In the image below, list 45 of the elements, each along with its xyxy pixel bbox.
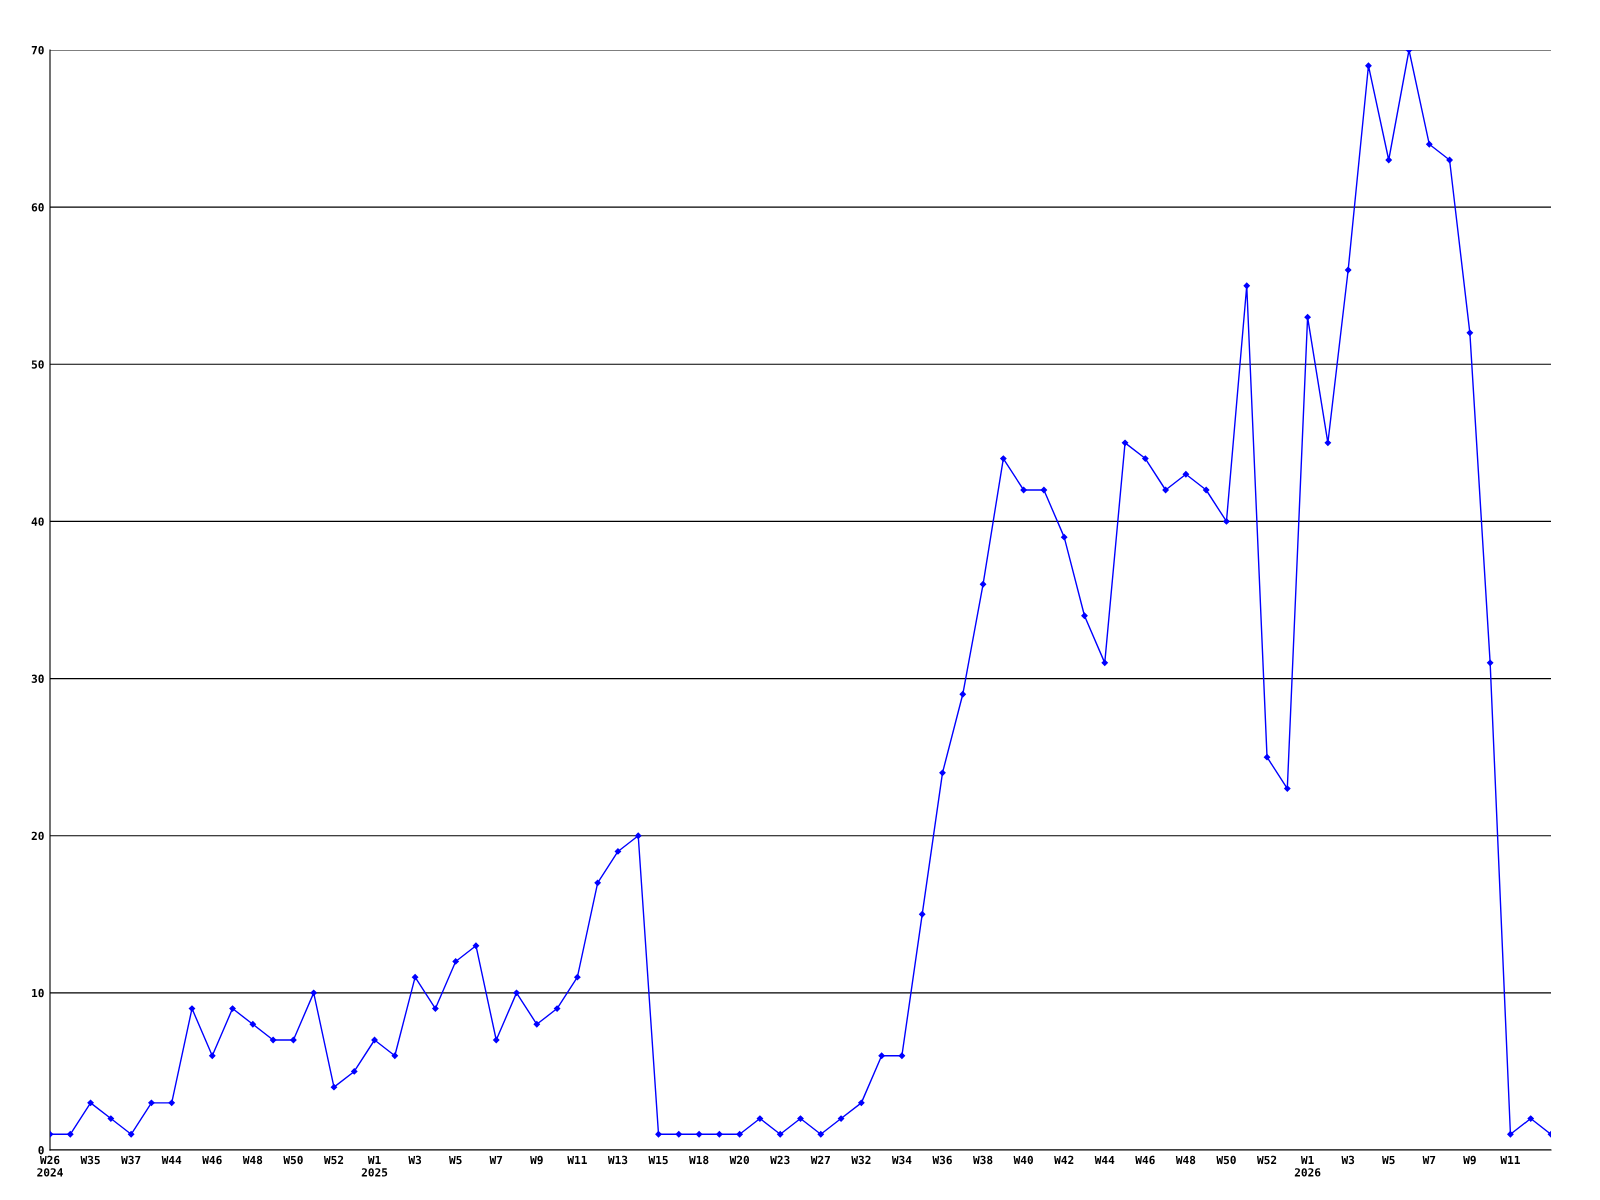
x-tick-label: W35 — [80, 1155, 100, 1165]
y-tick-label: 60 — [31, 203, 44, 212]
x-tick-label: W11 — [1500, 1155, 1520, 1164]
x-tick-label: W37 — [121, 1155, 141, 1165]
x-tick-label: W36 — [932, 1155, 952, 1165]
x-tick-label: W42 — [1054, 1155, 1074, 1164]
x-tick-label: W46 — [202, 1155, 222, 1165]
y-tick-label: 10 — [32, 988, 44, 998]
x-tick-label: W7 — [1422, 1155, 1436, 1164]
x-tick-label: W20 — [729, 1155, 750, 1165]
y-tick-label: 70 — [31, 45, 44, 55]
x-tick-label: W23 — [770, 1155, 790, 1165]
y-tick-label: 30 — [31, 674, 44, 683]
x-tick-label: W11 — [567, 1155, 587, 1164]
x-tick-label: W44 — [161, 1155, 182, 1164]
y-tick-label: 40 — [31, 517, 44, 526]
x-tick-label: W5 — [448, 1155, 462, 1165]
x-tick-label: W3 — [1341, 1155, 1355, 1165]
x-tick-label: W9 — [530, 1155, 543, 1165]
x-tick-label: W1 2026 — [1294, 1155, 1321, 1177]
x-tick-label: W3 — [408, 1155, 422, 1165]
x-tick-label: W26 2024 — [37, 1155, 63, 1177]
x-tick-label: W34 — [891, 1155, 912, 1165]
x-tick-label: W48 — [1175, 1155, 1196, 1165]
x-tick-label: W50 — [283, 1155, 303, 1165]
x-tick-label: W18 — [689, 1155, 709, 1165]
x-tick-label: W40 — [1013, 1155, 1033, 1165]
x-tick-label: W46 — [1135, 1155, 1155, 1165]
x-tick-label: W1 2025 — [361, 1155, 388, 1177]
x-tick-label: W38 — [973, 1155, 993, 1165]
x-tick-label: W50 — [1216, 1155, 1236, 1165]
x-tick-label: W52 — [1256, 1155, 1277, 1165]
x-tick-label: W48 — [242, 1155, 263, 1165]
x-tick-label: W44 — [1094, 1155, 1115, 1164]
x-tick-label: W52 — [323, 1155, 344, 1165]
x-tick-label: W13 — [607, 1155, 628, 1165]
x-tick-label: W27 — [810, 1155, 830, 1164]
x-tick-label: W32 — [851, 1155, 871, 1165]
x-tick-label: W7 — [489, 1155, 503, 1164]
y-tick-label: 50 — [31, 360, 44, 369]
x-tick-label: W15 — [648, 1155, 668, 1165]
y-tick-label: 0 — [38, 1145, 44, 1155]
y-tick-label: 20 — [31, 831, 44, 841]
x-tick-label: W9 — [1463, 1155, 1476, 1165]
x-tick-label: W5 — [1382, 1155, 1395, 1165]
